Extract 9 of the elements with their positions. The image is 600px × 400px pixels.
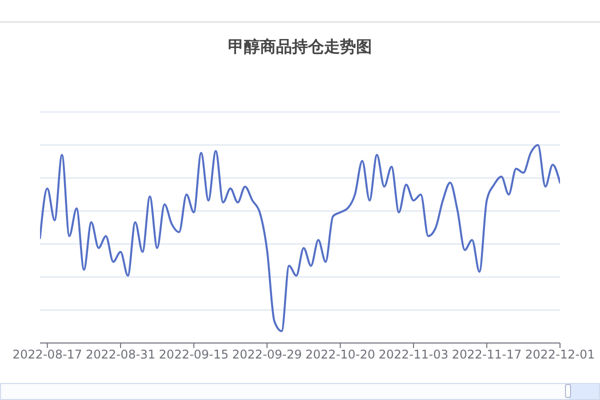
x-tick-label: 2022-11-17 — [452, 348, 522, 362]
x-tick-label: 2022-09-29 — [232, 348, 302, 362]
x-tick-label: 2022-08-31 — [86, 348, 156, 362]
x-tick-label: 2022-11-03 — [378, 348, 448, 362]
chart-title: 甲醇商品持仓走势图 — [227, 36, 373, 58]
x-tick-label: 2022-08-17 — [12, 348, 82, 362]
x-tick-label: 2022-12-01 — [525, 348, 595, 362]
x-tick-label: 2022-10-20 — [305, 348, 376, 362]
x-tick-label: 2022-09-15 — [158, 348, 229, 362]
